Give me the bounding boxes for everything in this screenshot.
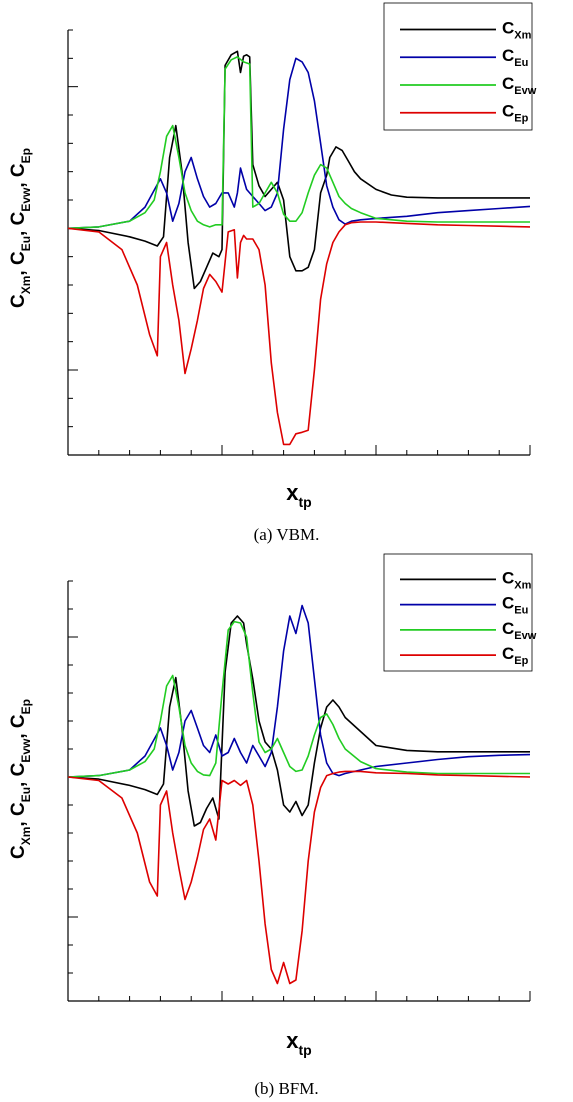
series-line-ep — [68, 222, 530, 444]
x-axis-label: xtp — [286, 1028, 311, 1058]
series-line-ep — [68, 771, 530, 983]
x-axis-label: xtp — [286, 480, 311, 510]
y-axis-label: CXm, CEu, CEvw, CEp​ — [8, 148, 33, 308]
caption-bfm: (b) BFM. — [0, 1079, 573, 1099]
y-axis-label: CXm, CEu, CEvw, CEp​ — [8, 699, 33, 859]
caption-vbm: (a) VBM. — [0, 525, 573, 545]
